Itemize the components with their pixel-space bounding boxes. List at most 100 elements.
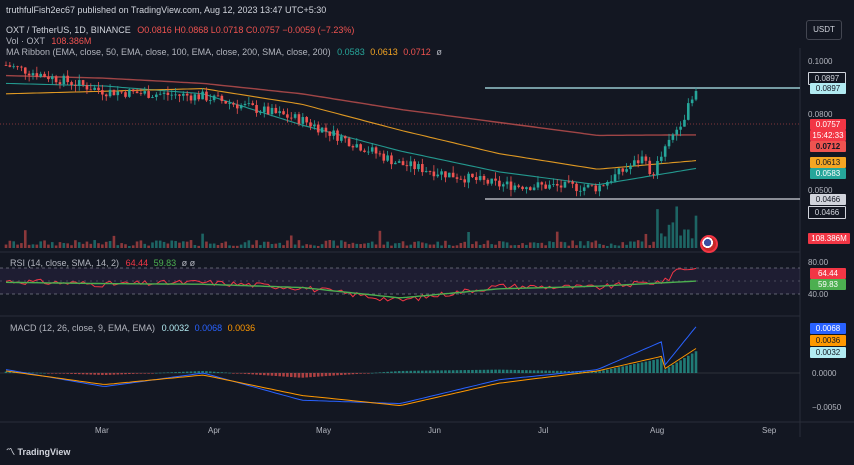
macd-histogram-bar (101, 373, 104, 375)
volume-bar (509, 245, 513, 248)
volume-bar (440, 245, 443, 248)
candle-body (671, 134, 675, 140)
volume-bar (340, 240, 343, 248)
candle-body (131, 89, 135, 92)
macd-histogram-bar (278, 373, 281, 377)
candle-body (559, 185, 563, 188)
volume-bar (43, 240, 46, 248)
ma-ribbon-label[interactable]: MA Ribbon (EMA, close, 50, EMA, close, 1… (6, 47, 331, 57)
volume-bar (224, 241, 228, 248)
volume-bar (247, 240, 251, 248)
currency-button[interactable]: USDT (806, 20, 842, 40)
visibility-icon[interactable]: ø (436, 47, 442, 57)
volume-bar (586, 241, 590, 248)
macd-histogram-bar (679, 360, 682, 373)
candle-body (286, 114, 289, 118)
macd-label[interactable]: MACD (12, 26, close, 9, EMA, EMA) (10, 323, 156, 333)
candle-body (324, 127, 328, 132)
volume-bar (505, 242, 509, 248)
candle-body (474, 177, 478, 180)
volume-bar (644, 233, 648, 248)
volume-bar (324, 240, 328, 248)
candle-body (197, 94, 201, 100)
candle-body (31, 73, 35, 76)
visibility-icon[interactable]: ø ø (181, 258, 196, 268)
candle-body (309, 122, 312, 127)
volume-bar (347, 244, 351, 248)
volume-bar (255, 240, 258, 248)
volume-bar (101, 244, 104, 248)
candle-body (43, 73, 46, 77)
macd-histogram-bar (563, 370, 567, 373)
candle-body (636, 160, 640, 164)
rsi-legend: RSI (14, close, SMA, 14, 2) 64.44 59.83 … (10, 258, 195, 268)
ema50-tag: 0.0583 (810, 168, 846, 179)
volume-bar (251, 244, 255, 248)
x-tick-apr: Apr (208, 426, 221, 435)
volume-bar (139, 240, 143, 248)
macd-histogram-bar (139, 373, 143, 374)
candle-body (182, 93, 185, 96)
volume-bar (220, 242, 224, 248)
candle-body (451, 172, 455, 178)
candle-body (139, 93, 143, 94)
candle-body (316, 124, 320, 133)
volume-bar (70, 245, 73, 248)
macd-histogram-bar (309, 373, 312, 378)
candle-body (690, 99, 694, 104)
macd-histogram-bar (363, 373, 366, 374)
candle-body (151, 96, 154, 98)
macd-hist-value: 0.0032 (161, 323, 190, 333)
volume-bar (232, 245, 235, 248)
volume-bar (374, 244, 378, 248)
candle-body (428, 171, 432, 172)
us-flag-icon[interactable] (700, 235, 718, 253)
candle-body (640, 156, 644, 164)
volume-bar (447, 244, 451, 248)
macd-histogram-bar (505, 369, 509, 373)
volume-bar (486, 240, 490, 248)
volume-bar (85, 241, 89, 248)
macd-histogram-bar (594, 371, 598, 373)
macd-histogram-bar (193, 371, 197, 373)
volume-bar (8, 240, 12, 248)
volume-bar (370, 241, 374, 248)
macd-histogram-bar (189, 371, 193, 373)
volume-bar (216, 245, 220, 248)
volume-bar (178, 242, 181, 248)
rsi-label[interactable]: RSI (14, close, SMA, 14, 2) (10, 258, 120, 268)
macd-histogram-bar (517, 370, 520, 373)
volume-bar (39, 241, 42, 248)
volume-bar (494, 244, 497, 248)
macd-histogram-bar (251, 373, 255, 375)
macd-histogram-bar (316, 373, 320, 377)
candle-body (571, 181, 574, 184)
candle-body (50, 76, 54, 80)
volume-bar (548, 241, 551, 248)
volume-bar (656, 209, 659, 248)
candle-body (101, 90, 104, 95)
tradingview-logo[interactable]: 〽 TradingView (6, 445, 70, 458)
volume-bar (540, 242, 544, 248)
macd-histogram-bar (128, 373, 131, 375)
volume-bar (89, 243, 93, 248)
x-tick-aug: Aug (650, 426, 665, 435)
volume-bar (235, 245, 239, 248)
candle-body (602, 185, 605, 187)
candle-body (540, 182, 544, 185)
candle-body (166, 92, 170, 95)
macd-histogram-bar (567, 371, 571, 373)
symbol-name[interactable]: OXT / TetherUS, 1D, BINANCE (6, 25, 131, 35)
x-tick-sep: Sep (762, 426, 777, 435)
macd-histogram-bar (66, 373, 69, 374)
volume-bar (660, 233, 663, 248)
rsi-ma-line (5, 280, 697, 299)
volume-bar (47, 244, 50, 248)
macd-signal-value: 0.0036 (227, 323, 256, 333)
volume-bar (309, 244, 312, 248)
candle-body (675, 129, 679, 135)
volume-bar (544, 245, 547, 248)
volume-label[interactable]: Vol · OXT (6, 36, 45, 46)
macd-histogram-bar (378, 372, 382, 373)
